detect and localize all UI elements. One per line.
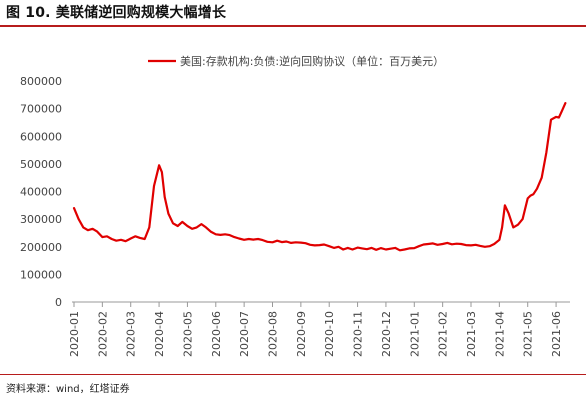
x-tick-label: 2020-06 xyxy=(210,311,223,357)
y-tick-label: 500000 xyxy=(20,158,62,171)
y-tick-label: 200000 xyxy=(20,241,62,254)
y-tick-label: 0 xyxy=(55,296,62,309)
x-tick-label: 2021-04 xyxy=(493,311,506,357)
x-tick-label: 2020-11 xyxy=(352,311,365,357)
x-tick-label: 2020-04 xyxy=(153,311,166,357)
x-tick-label: 2021-01 xyxy=(408,311,421,357)
line-chart: 0 100000 200000 300000 400000 500000 600000 700… xyxy=(20,54,570,357)
x-tick-label: 2020-12 xyxy=(380,311,393,357)
legend-label: 美国:存款机构:负债:逆向回购协议（单位：百万美元） xyxy=(180,54,444,68)
x-tick-label: 2020-10 xyxy=(323,311,336,357)
x-tick-label: 2021-05 xyxy=(522,311,535,357)
footer-divider xyxy=(0,374,586,375)
x-tick-label: 2020-05 xyxy=(181,311,194,357)
y-tick-label: 300000 xyxy=(20,213,62,226)
figure-title: 图 10. 美联储逆回购规模大幅增长 xyxy=(6,5,227,21)
y-tick-label: 600000 xyxy=(20,130,62,143)
y-tick-label: 700000 xyxy=(20,103,62,116)
x-tick-label: 2021-02 xyxy=(437,311,450,357)
x-tick-label: 2021-03 xyxy=(465,311,478,357)
y-tick-label: 800000 xyxy=(20,75,62,88)
x-tick-label: 2021-06 xyxy=(550,311,563,357)
x-tick-label: 2020-08 xyxy=(267,311,280,357)
title-underline xyxy=(0,25,586,27)
series-line xyxy=(72,101,567,252)
source-note: 资料来源：wind，红塔证券 xyxy=(6,384,130,395)
y-tick-label: 400000 xyxy=(20,186,62,199)
x-tick-label: 2020-07 xyxy=(238,311,251,357)
x-tick-label: 2020-09 xyxy=(295,311,308,357)
x-tick-label: 2020-03 xyxy=(125,311,138,357)
x-tick-label: 2020-01 xyxy=(68,311,81,357)
y-tick-label: 100000 xyxy=(20,268,62,281)
x-tick-label: 2020-02 xyxy=(96,311,109,357)
